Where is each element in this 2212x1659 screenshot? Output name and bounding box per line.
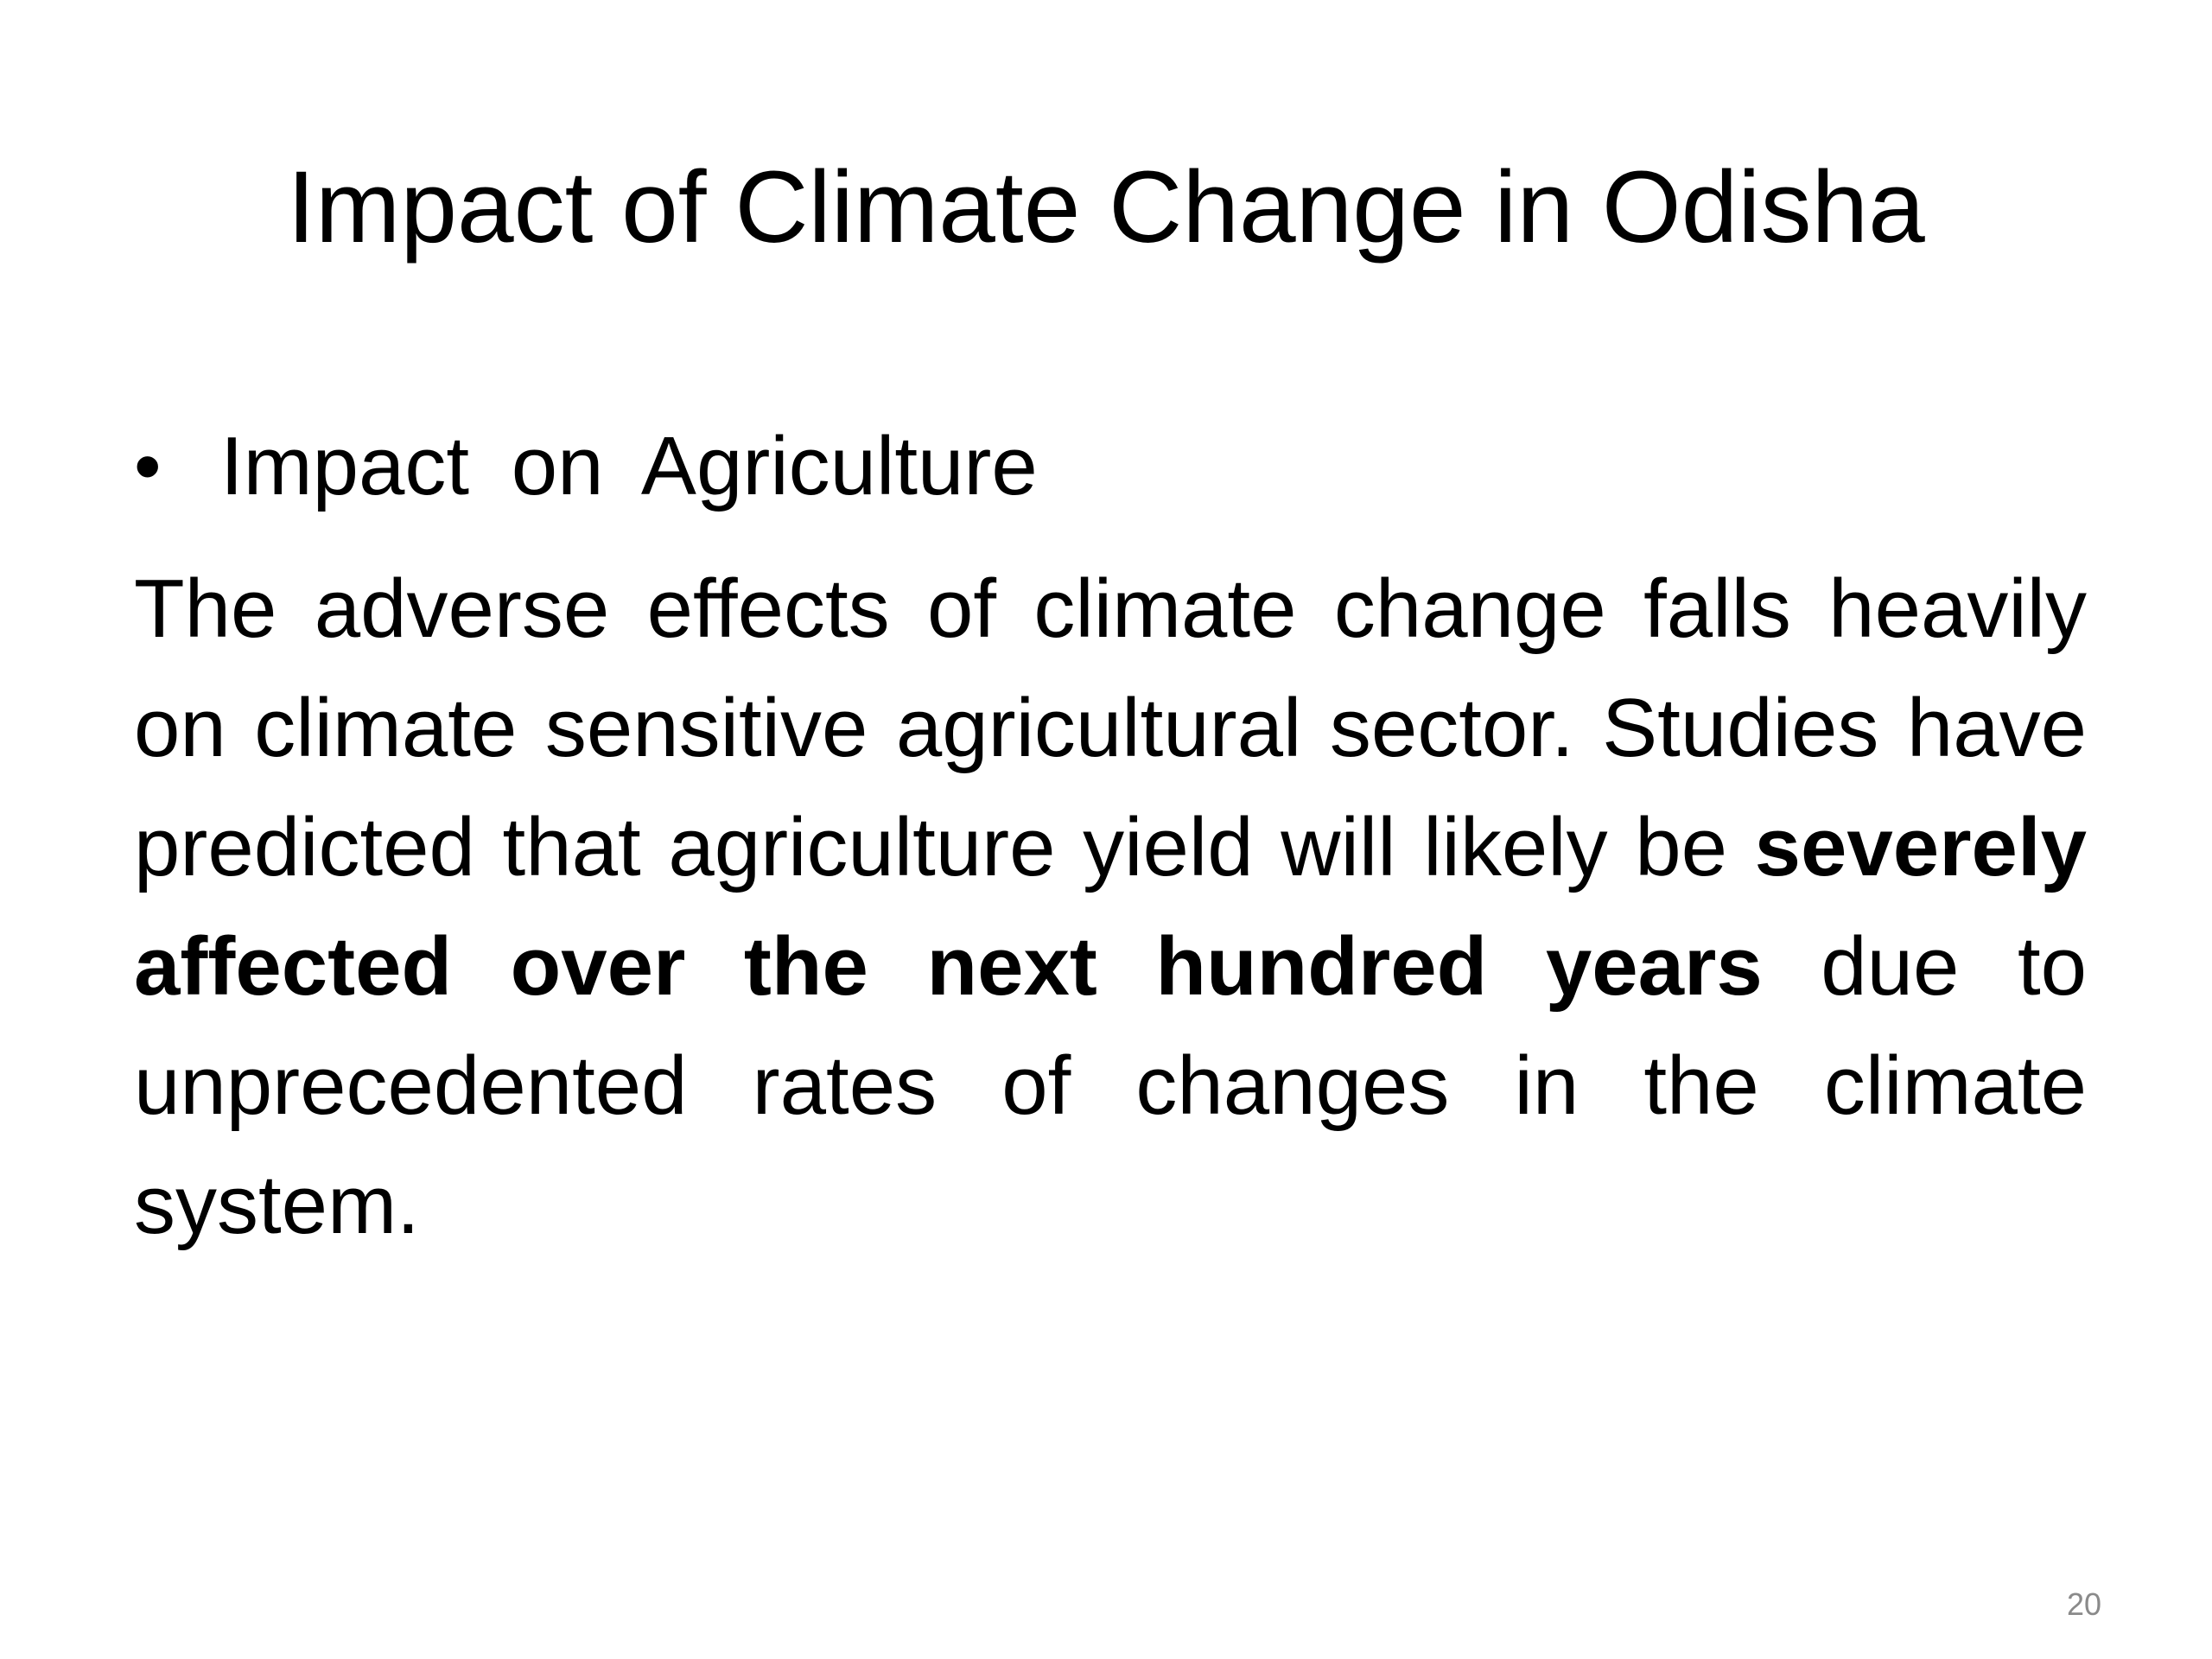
page-number: 20 xyxy=(2066,1586,2101,1622)
paragraph-text-part1: The adverse effects of climate change fa… xyxy=(134,563,2087,893)
slide-title: Impact of Climate Change in Odisha xyxy=(287,150,1925,264)
bullet-item: • Impact on Agriculture xyxy=(134,410,1038,523)
paragraph-emphasis: severely affected over the next hundred … xyxy=(134,801,2087,1013)
body-paragraph: The adverse effects of climate change fa… xyxy=(134,550,2087,1265)
paragraph-text-part2: due to unprecedented rates of changes in… xyxy=(134,920,2087,1251)
bullet-marker: • xyxy=(134,423,162,510)
bullet-text: Impact on Agriculture xyxy=(220,420,1038,512)
